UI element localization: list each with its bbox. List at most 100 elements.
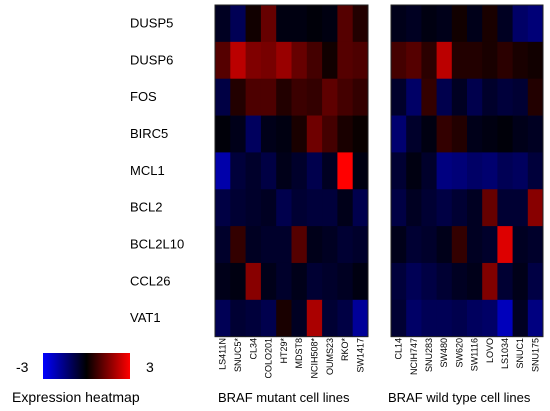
heatmap-cell xyxy=(276,226,292,264)
heatmap-cell xyxy=(215,226,231,264)
color-scale-max-label: 3 xyxy=(146,359,154,375)
heatmap-cell xyxy=(260,78,277,116)
column-label-ls1034: LS1034 xyxy=(500,338,510,369)
column-label-mdst8: MDST8 xyxy=(294,338,304,369)
heatmap-cell xyxy=(512,262,529,301)
heatmap-cell xyxy=(527,226,544,264)
heatmap-cell xyxy=(245,78,262,116)
column-label-sw1116: SW1116 xyxy=(470,338,480,371)
heatmap-cell xyxy=(215,189,231,227)
heatmap-cell xyxy=(306,152,323,190)
heatmap-cell xyxy=(352,262,369,301)
heatmap-panels: LS411N SNUC5* CL34 COLO201 HT29* MDST8 NCIH508… xyxy=(214,4,544,405)
column-label-lovo: LOVO xyxy=(485,338,495,363)
heatmap-cell xyxy=(482,78,498,116)
heatmap-cell xyxy=(260,189,277,227)
heatmap-cell xyxy=(230,78,246,116)
heatmap-cell xyxy=(406,226,422,264)
heatmap-cell xyxy=(276,299,292,338)
heatmap-cell xyxy=(436,115,453,153)
heatmap-cell xyxy=(436,299,453,338)
heatmap-cell xyxy=(322,5,338,43)
heatmap-cell xyxy=(260,5,277,43)
heatmap-cell xyxy=(391,78,407,116)
column-label-ls411n: LS411N xyxy=(218,338,228,370)
heatmap-cell xyxy=(260,226,277,264)
heatmap-cell xyxy=(306,189,323,227)
row-label-mcl1: MCL1 xyxy=(130,163,165,178)
heatmap-cell xyxy=(260,41,277,80)
heatmap-cell xyxy=(291,262,308,301)
heatmap-cell xyxy=(260,115,277,153)
heatmap-cell xyxy=(306,115,323,153)
heatmap-cell xyxy=(230,5,246,43)
heatmap-cell xyxy=(306,262,323,301)
heatmap-cell xyxy=(421,226,437,264)
heatmap-cell xyxy=(527,78,544,116)
heatmap-cell xyxy=(260,299,277,338)
heatmap-cell xyxy=(512,78,529,116)
heatmap-cell xyxy=(276,152,292,190)
color-scale-min-label: -3 xyxy=(16,359,29,375)
heatmap-cell xyxy=(322,299,338,338)
heatmap-cell xyxy=(482,226,498,264)
gene-row-labels: DUSP5 DUSP6 FOS BIRC5 MCL1 BCL2 BCL2L10 CCL26 VA… xyxy=(130,15,184,325)
heatmap-cell xyxy=(337,226,354,264)
heatmap-cell xyxy=(482,152,498,190)
heatmap-cell xyxy=(467,189,483,227)
heatmap-cell xyxy=(337,115,354,153)
heatmap-cell xyxy=(451,262,468,301)
column-label-snuc1: SNUC1 xyxy=(515,338,525,369)
heatmap-cell xyxy=(337,189,354,227)
heatmap-cell xyxy=(230,226,246,264)
heatmap-cell xyxy=(497,152,513,190)
heatmap-cell xyxy=(245,5,262,43)
row-label-ccl26: CCL26 xyxy=(130,273,170,288)
heatmap-panel-border xyxy=(214,4,369,338)
heatmap-cell xyxy=(436,152,453,190)
heatmap-cell xyxy=(527,189,544,227)
heatmap-cell xyxy=(497,41,513,80)
column-label-sw1417: SW1417 xyxy=(355,338,365,373)
heatmap-cell xyxy=(352,226,369,264)
heatmap-cell xyxy=(215,262,231,301)
heatmap-cell xyxy=(451,78,468,116)
heatmap-cell xyxy=(467,226,483,264)
heatmap-cell xyxy=(436,78,453,116)
column-label-snuc5: SNUC5* xyxy=(233,338,243,373)
heatmap-cell xyxy=(391,189,407,227)
heatmap-cell xyxy=(497,226,513,264)
heatmap-cell xyxy=(306,41,323,80)
heatmap-cell xyxy=(322,115,338,153)
heatmap-cell xyxy=(527,115,544,153)
heatmap-cell xyxy=(512,115,529,153)
heatmap-cell xyxy=(276,262,292,301)
heatmap-cell xyxy=(291,152,308,190)
column-label-sw480: SW480 xyxy=(439,338,449,368)
heatmap-cell xyxy=(512,189,529,227)
heatmap-cell xyxy=(337,299,354,338)
row-label-vat1: VAT1 xyxy=(130,310,161,325)
heatmap-cell xyxy=(421,189,437,227)
heatmap-cell xyxy=(230,152,246,190)
heatmap-cell xyxy=(215,41,231,80)
heatmap-cell xyxy=(322,152,338,190)
heatmap-cell xyxy=(291,5,308,43)
heatmap-cell xyxy=(245,226,262,264)
heatmap-cell xyxy=(352,189,369,227)
heatmap-cell xyxy=(467,78,483,116)
heatmap-cell xyxy=(352,78,369,116)
heatmap-cell xyxy=(215,78,231,116)
heatmap-cell xyxy=(497,189,513,227)
heatmap-cell xyxy=(527,5,544,43)
column-label-sw620: SW620 xyxy=(454,338,464,368)
heatmap-cell xyxy=(306,78,323,116)
heatmap-panel-border xyxy=(390,4,544,338)
heatmap-cell xyxy=(406,41,422,80)
heatmap-cell xyxy=(497,5,513,43)
column-label-oums23: OUMS23 xyxy=(325,338,335,375)
heatmap-cell xyxy=(482,189,498,227)
heatmap-cell xyxy=(391,152,407,190)
heatmap-cell xyxy=(467,299,483,338)
heatmap-cell xyxy=(352,5,369,43)
